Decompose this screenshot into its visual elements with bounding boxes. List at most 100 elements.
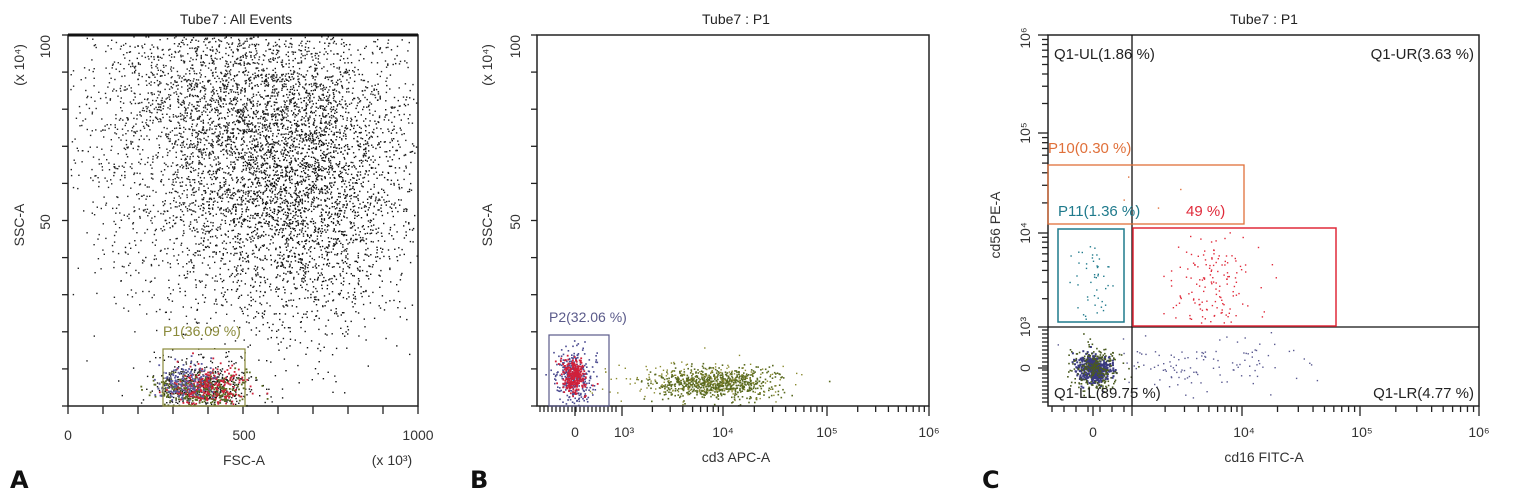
event-dot <box>343 212 346 214</box>
event-dot <box>298 109 301 111</box>
event-dot <box>105 204 107 206</box>
event-dot <box>206 274 209 276</box>
event-dot <box>223 75 225 77</box>
event-dot <box>250 172 252 174</box>
event-dot <box>345 125 347 127</box>
event-dot <box>320 144 323 147</box>
event-dot <box>233 161 236 163</box>
event-dot <box>175 156 177 158</box>
event-dot <box>139 163 142 165</box>
event-dot <box>244 82 247 85</box>
event-dot <box>341 251 343 253</box>
event-dot <box>289 338 292 340</box>
event-dot <box>298 146 300 149</box>
event-dot <box>238 116 240 118</box>
event-dot <box>250 284 252 287</box>
event-dot <box>336 53 338 55</box>
event-dot <box>248 303 250 306</box>
event-dot <box>159 39 161 41</box>
event-dot <box>201 129 204 131</box>
event-dot <box>281 171 284 174</box>
event-dot <box>153 74 155 76</box>
event-dot <box>325 301 327 303</box>
event-dot <box>335 224 337 226</box>
event-dot <box>393 204 395 206</box>
event-dot <box>213 99 215 102</box>
event-dot <box>287 245 289 247</box>
event-dot <box>205 230 207 233</box>
event-dot <box>230 161 232 163</box>
event-dot <box>312 156 315 159</box>
event-dot <box>364 140 367 142</box>
event-dot <box>260 115 262 118</box>
event-dot <box>257 214 259 217</box>
event-dot <box>176 144 179 146</box>
event-dot <box>230 49 233 51</box>
event-dot <box>92 70 94 73</box>
event-dot <box>179 135 182 138</box>
event-dot <box>335 139 337 141</box>
event-dot <box>259 285 261 287</box>
event-dot <box>346 144 349 146</box>
event-dot <box>229 89 231 91</box>
event-dot <box>367 247 369 250</box>
event-dot <box>201 97 203 99</box>
event-dot <box>256 170 258 172</box>
event-dot <box>329 124 331 126</box>
event-dot <box>150 173 152 175</box>
event-dot <box>204 286 207 289</box>
event-dot <box>314 172 316 175</box>
event-dot <box>176 174 178 176</box>
event-dot <box>302 179 305 182</box>
event-dot <box>297 224 299 226</box>
event-dot <box>324 333 327 335</box>
event-dot <box>269 48 272 50</box>
event-dot <box>201 228 203 230</box>
event-dot <box>391 210 393 213</box>
event-dot <box>353 297 355 300</box>
event-dot <box>227 207 229 209</box>
event-dot <box>307 95 309 97</box>
event-dot <box>279 190 281 193</box>
event-dot <box>155 117 158 120</box>
event-dot <box>232 238 234 240</box>
event-dot <box>182 203 185 206</box>
event-dot <box>171 87 174 89</box>
event-dot <box>274 219 276 222</box>
event-dot <box>157 210 159 213</box>
event-dot <box>297 273 300 275</box>
event-dot <box>370 240 372 243</box>
event-dot <box>224 222 227 224</box>
event-dot <box>126 215 129 217</box>
event-dot <box>72 186 75 189</box>
event-dot <box>249 123 252 125</box>
event-dot <box>166 38 169 40</box>
event-dot <box>212 74 214 77</box>
event-dot <box>229 197 231 199</box>
event-dot <box>251 128 253 130</box>
event-dot <box>225 189 228 191</box>
event-dot <box>369 265 371 268</box>
event-dot <box>370 273 372 275</box>
event-dot <box>305 176 307 179</box>
event-dot <box>229 137 231 139</box>
event-dot <box>378 274 380 276</box>
event-dot <box>180 93 183 95</box>
event-dot <box>276 262 279 264</box>
event-dot <box>306 186 308 189</box>
event-dot <box>305 271 307 273</box>
event-dot <box>296 287 298 290</box>
event-dot <box>124 174 126 177</box>
event-dot <box>195 321 198 323</box>
event-dot <box>266 360 268 362</box>
event-dot <box>310 192 312 194</box>
event-dot <box>184 290 186 293</box>
event-dot <box>246 165 249 167</box>
event-dot <box>151 296 153 299</box>
event-dot <box>140 135 142 137</box>
event-dot <box>173 242 175 244</box>
event-dot <box>274 259 277 262</box>
event-dot <box>113 61 116 63</box>
event-dot <box>289 147 292 149</box>
event-dot <box>325 115 327 117</box>
